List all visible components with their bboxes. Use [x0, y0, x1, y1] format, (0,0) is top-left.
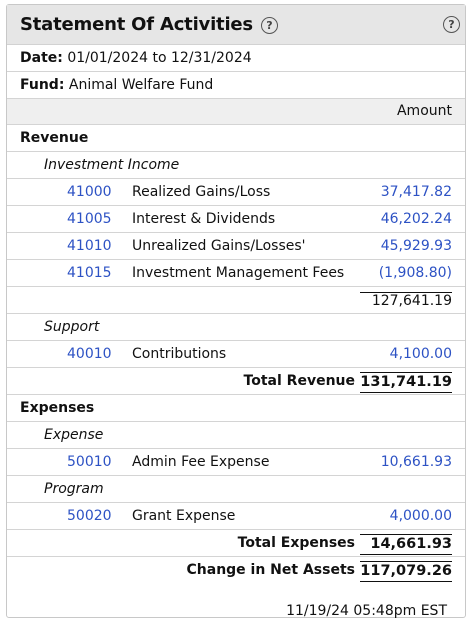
account-amount-link[interactable]: 37,417.82	[380, 184, 452, 200]
account-name: Realized Gains/Loss	[132, 184, 271, 200]
investment-income-subtotal: 127,641.19	[360, 292, 452, 309]
total-revenue-label: Total Revenue	[243, 373, 355, 389]
account-code-link[interactable]: 41015	[67, 265, 112, 281]
account-amount-link[interactable]: 46,202.24	[380, 211, 452, 227]
account-amount-link[interactable]: 4,000.00	[389, 508, 452, 524]
account-amount-link[interactable]: 45,929.93	[380, 238, 452, 254]
page-title: Statement Of Activities	[20, 14, 253, 35]
date-row: Date: 01/01/2024 to 12/31/2024	[7, 45, 465, 72]
account-amount-link[interactable]: 4,100.00	[389, 346, 452, 362]
net-assets-label: Change in Net Assets	[186, 562, 356, 578]
account-row: 41005 Interest & Dividends 46,202.24	[7, 206, 465, 233]
total-revenue-row: Total Revenue 131,741.19	[7, 368, 465, 395]
account-name: Contributions	[132, 346, 227, 362]
investment-income-heading: Investment Income	[44, 157, 180, 173]
support-heading: Support	[44, 319, 100, 335]
statement-panel: Statement Of Activities ? ? Date: 01/01/…	[6, 4, 466, 619]
net-assets-value: 117,079.26	[360, 561, 452, 582]
corner-help-icon[interactable]: ?	[443, 16, 460, 33]
account-amount-link[interactable]: (1,908.80)	[378, 265, 452, 281]
account-name: Interest & Dividends	[132, 211, 276, 227]
total-expenses-row: Total Expenses 14,661.93	[7, 530, 465, 557]
account-code-link[interactable]: 41005	[67, 211, 112, 227]
account-amount-link[interactable]: 10,661.93	[380, 454, 452, 470]
fund-row: Fund: Animal Welfare Fund	[7, 72, 465, 99]
expense-subheader: Expense	[7, 422, 465, 449]
account-row: 50020 Grant Expense 4,000.00	[7, 503, 465, 530]
account-code-link[interactable]: 50020	[67, 508, 112, 524]
investment-income-subtotal-row: 127,641.19	[7, 287, 465, 314]
account-name: Grant Expense	[132, 508, 236, 524]
account-code-link[interactable]: 40010	[67, 346, 112, 362]
total-expenses-value: 14,661.93	[360, 534, 452, 555]
account-row: 41010 Unrealized Gains/Losses' 45,929.93	[7, 233, 465, 260]
fund-label: Fund:	[20, 77, 65, 93]
expense-heading: Expense	[44, 427, 104, 443]
account-row: 41000 Realized Gains/Loss 37,417.82	[7, 179, 465, 206]
account-row: 41015 Investment Management Fees (1,908.…	[7, 260, 465, 287]
program-heading: Program	[44, 481, 104, 497]
fund-value: Animal Welfare Fund	[68, 77, 214, 93]
account-code-link[interactable]: 50010	[67, 454, 112, 470]
account-code-link[interactable]: 41000	[67, 184, 112, 200]
revenue-heading: Revenue	[20, 130, 89, 146]
expenses-heading: Expenses	[20, 400, 95, 416]
account-name: Admin Fee Expense	[132, 454, 270, 470]
net-assets-row: Change in Net Assets 117,079.26	[7, 557, 465, 584]
revenue-section-header: Revenue	[7, 125, 465, 152]
account-row: 50010 Admin Fee Expense 10,661.93	[7, 449, 465, 476]
expenses-section-header: Expenses	[7, 395, 465, 422]
panel-header: Statement Of Activities ? ?	[7, 5, 465, 45]
investment-income-subheader: Investment Income	[7, 152, 465, 179]
amount-column-header: Amount	[396, 103, 452, 119]
column-header-row: Amount	[7, 99, 465, 125]
account-name: Unrealized Gains/Losses'	[132, 238, 306, 254]
support-subheader: Support	[7, 314, 465, 341]
date-label: Date:	[20, 50, 63, 66]
program-subheader: Program	[7, 476, 465, 503]
account-code-link[interactable]: 41010	[67, 238, 112, 254]
account-row: 40010 Contributions 4,100.00	[7, 341, 465, 368]
report-timestamp: 11/19/24 05:48pm EST	[286, 603, 447, 619]
account-name: Investment Management Fees	[132, 265, 345, 281]
total-revenue-value: 131,741.19	[360, 372, 452, 393]
date-value: 01/01/2024 to 12/31/2024	[67, 50, 252, 66]
total-expenses-label: Total Expenses	[237, 535, 355, 551]
help-icon[interactable]: ?	[260, 17, 278, 34]
